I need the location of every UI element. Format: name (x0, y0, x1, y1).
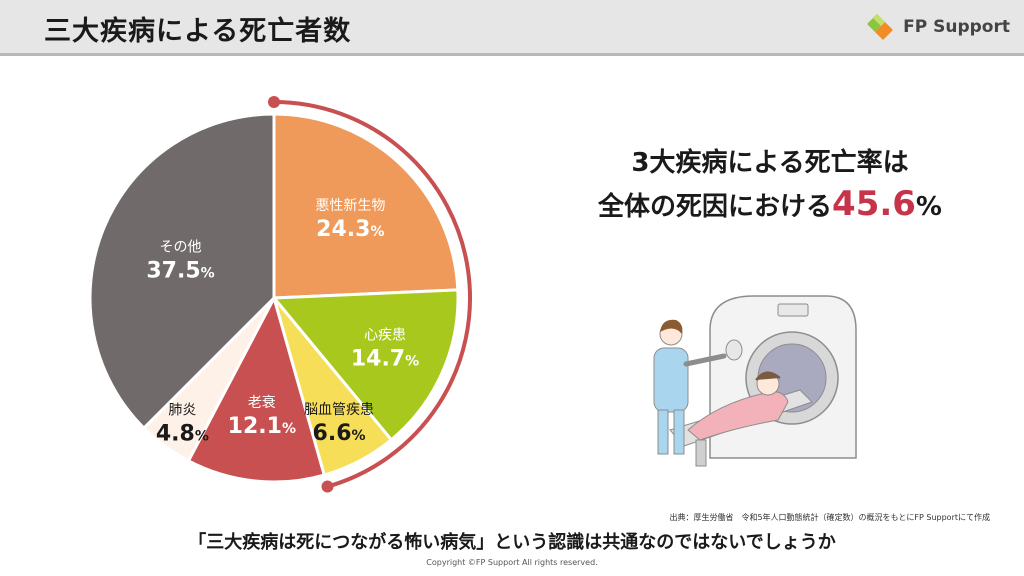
slice-label: 心疾患 (364, 327, 406, 343)
headline-value: 45.6 (832, 184, 916, 224)
footer-message: 「三大疾病は死につながる怖い病気」という認識は共通なのではないでしょうか (188, 532, 836, 553)
highlight-arc (273, 100, 472, 489)
pie-slice (88, 112, 276, 431)
pie-slice (186, 293, 327, 484)
page-title: 三大疾病による死亡者数 (44, 16, 352, 47)
copyright: Copyright ©FP Support All rights reserve… (426, 558, 598, 567)
fp-support-logo-icon (867, 14, 894, 40)
highlight-arc-end (268, 96, 280, 108)
header-bar: 三大疾病による死亡者数 FP Support (0, 0, 1024, 56)
slice-label: 老衰 (248, 394, 276, 411)
slice-label: その他 (160, 239, 202, 255)
slice-label: 悪性新生物 (315, 198, 385, 214)
slice-label: 肺炎 (168, 402, 196, 418)
slice-value: 37.5% (146, 258, 214, 283)
headline-line-1: 3大疾病による死亡率は (631, 148, 909, 178)
headline-unit: % (915, 192, 942, 222)
slice-value: 4.8% (156, 421, 209, 446)
source-note: 出典：厚生労働省 令和5年人口動態統計（確定数）の概況をもとにFP Suppor… (669, 513, 990, 522)
headline-prefix: 全体の死因における (598, 192, 833, 222)
slice-value: 24.3% (316, 217, 384, 242)
brand-name: FP Support (903, 17, 1010, 37)
slice-value: 6.6% (313, 421, 366, 446)
pie-slice (272, 112, 460, 300)
mri-scan-illustration (653, 295, 857, 467)
brand: FP Support (863, 10, 1010, 44)
highlight-arc-end (321, 480, 334, 493)
pie-slice (270, 288, 460, 442)
slice-value: 14.7% (351, 346, 419, 371)
slice-value: 12.1% (228, 414, 296, 439)
slice-label: 脳血管疾患 (304, 402, 374, 418)
headline-line-2: 全体の死因における45.6% (540, 184, 1000, 224)
